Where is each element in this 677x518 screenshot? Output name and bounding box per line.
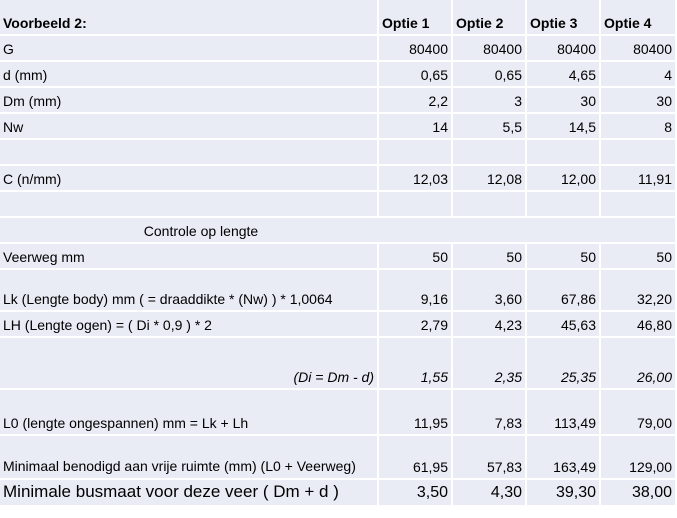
- table-row-empty: [0, 192, 677, 218]
- table-row-l0: L0 (lengte ongespannen) mm = Lk + Lh 11,…: [0, 390, 677, 436]
- cell: 0,65: [379, 62, 453, 88]
- table-row-c: C (n/mm) 12,03 12,08 12,00 11,91: [0, 166, 677, 192]
- cell: 80400: [601, 36, 677, 62]
- cell: 80400: [379, 36, 453, 62]
- cell: 113,49: [527, 390, 601, 436]
- cell: [453, 140, 527, 166]
- cell: 80400: [527, 36, 601, 62]
- cell: [379, 192, 453, 218]
- cell: [453, 192, 527, 218]
- cell: 45,63: [527, 312, 601, 338]
- cell: 12,03: [379, 166, 453, 192]
- cell: 4,65: [527, 62, 601, 88]
- cell: 1,55: [379, 338, 453, 390]
- option-4-header: Optie 4: [601, 0, 677, 36]
- row-label: d (mm): [0, 62, 379, 88]
- cell: 3,50: [379, 480, 453, 507]
- cell: 50: [601, 244, 677, 270]
- row-label: Nw: [0, 114, 379, 140]
- cell: 50: [527, 244, 601, 270]
- option-3-header: Optie 3: [527, 0, 601, 36]
- table-row-dm: Dm (mm) 2,2 3 30 30: [0, 88, 677, 114]
- cell: 30: [601, 88, 677, 114]
- cell: 0,65: [453, 62, 527, 88]
- cell: [379, 140, 453, 166]
- cell: 46,80: [601, 312, 677, 338]
- cell: 8: [601, 114, 677, 140]
- row-label: Minimale busmaat voor deze veer ( Dm + d…: [0, 480, 379, 507]
- cell: 50: [379, 244, 453, 270]
- row-label: Minimaal benodigd aan vrije ruimte (mm) …: [0, 436, 379, 480]
- cell: 129,00: [601, 436, 677, 480]
- cell: 2,2: [379, 88, 453, 114]
- section-row: Controle op lengte: [0, 218, 677, 244]
- cell: [601, 192, 677, 218]
- cell: 11,91: [601, 166, 677, 192]
- row-label: G: [0, 36, 379, 62]
- row-label: Veerweg mm: [0, 244, 379, 270]
- spring-calculation-table: Voorbeeld 2: Optie 1 Optie 2 Optie 3 Opt…: [0, 0, 677, 507]
- cell: 9,16: [379, 270, 453, 312]
- row-label: [0, 192, 379, 218]
- cell: 80400: [453, 36, 527, 62]
- cell: 38,00: [601, 480, 677, 507]
- table-row-di: (Di = Dm - d) 1,55 2,35 25,35 26,00: [0, 338, 677, 390]
- cell: 4,23: [453, 312, 527, 338]
- table-row-veerweg: Veerweg mm 50 50 50 50: [0, 244, 677, 270]
- table-row-empty: [0, 140, 677, 166]
- cell: 3: [453, 88, 527, 114]
- row-label: C (n/mm): [0, 166, 379, 192]
- table-row-g: G 80400 80400 80400 80400: [0, 36, 677, 62]
- row-label: [0, 140, 379, 166]
- option-1-header: Optie 1: [379, 0, 453, 36]
- cell: [527, 140, 601, 166]
- cell: 67,86: [527, 270, 601, 312]
- cell: 30: [527, 88, 601, 114]
- cell: 79,00: [601, 390, 677, 436]
- table-row-d: d (mm) 0,65 0,65 4,65 4: [0, 62, 677, 88]
- row-label: LH (Lengte ogen) = ( Di * 0,9 ) * 2: [0, 312, 379, 338]
- cell: 14: [379, 114, 453, 140]
- table-title: Voorbeeld 2:: [0, 0, 379, 36]
- cell: [601, 140, 677, 166]
- cell: [527, 192, 601, 218]
- cell: 57,83: [453, 436, 527, 480]
- cell: 7,83: [453, 390, 527, 436]
- cell: 39,30: [527, 480, 601, 507]
- cell: 3,60: [453, 270, 527, 312]
- cell: 61,95: [379, 436, 453, 480]
- row-label: L0 (lengte ongespannen) mm = Lk + Lh: [0, 390, 379, 436]
- cell: 4,30: [453, 480, 527, 507]
- table-row-busmaat: Minimale busmaat voor deze veer ( Dm + d…: [0, 480, 677, 507]
- cell: 12,00: [527, 166, 601, 192]
- cell: 5,5: [453, 114, 527, 140]
- cell: 12,08: [453, 166, 527, 192]
- table-row-nw: Nw 14 5,5 14,5 8: [0, 114, 677, 140]
- row-label: (Di = Dm - d): [0, 338, 379, 390]
- section-title: Controle op lengte: [0, 218, 677, 244]
- cell: 50: [453, 244, 527, 270]
- cell: 4: [601, 62, 677, 88]
- cell: 32,20: [601, 270, 677, 312]
- cell: 2,79: [379, 312, 453, 338]
- row-label: Lk (Lengte body) mm ( = draaddikte * (Nw…: [0, 270, 379, 312]
- header-row: Voorbeeld 2: Optie 1 Optie 2 Optie 3 Opt…: [0, 0, 677, 36]
- option-2-header: Optie 2: [453, 0, 527, 36]
- cell: 2,35: [453, 338, 527, 390]
- cell: 25,35: [527, 338, 601, 390]
- cell: 11,95: [379, 390, 453, 436]
- cell: 26,00: [601, 338, 677, 390]
- row-label: Dm (mm): [0, 88, 379, 114]
- cell: 14,5: [527, 114, 601, 140]
- table-row-lk: Lk (Lengte body) mm ( = draaddikte * (Nw…: [0, 270, 677, 312]
- table-row-lh: LH (Lengte ogen) = ( Di * 0,9 ) * 2 2,79…: [0, 312, 677, 338]
- cell: 163,49: [527, 436, 601, 480]
- table-row-vrije-ruimte: Minimaal benodigd aan vrije ruimte (mm) …: [0, 436, 677, 480]
